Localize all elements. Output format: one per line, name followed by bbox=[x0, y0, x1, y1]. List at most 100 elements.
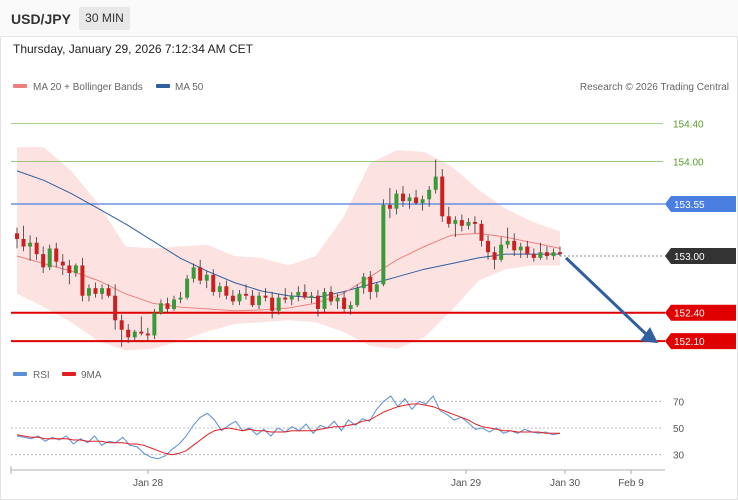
candle bbox=[459, 214, 464, 232]
ma9-legend-swatch bbox=[62, 372, 76, 376]
candle-body bbox=[119, 320, 124, 330]
candle bbox=[73, 263, 78, 277]
candle bbox=[172, 295, 177, 311]
candle bbox=[119, 314, 124, 347]
candle-body bbox=[440, 176, 445, 217]
candle bbox=[433, 159, 438, 194]
candle bbox=[355, 284, 360, 308]
ma50-legend-label: MA 50 bbox=[175, 82, 204, 93]
candle-body bbox=[381, 204, 386, 285]
level-label-152-10: 152.10 bbox=[674, 337, 705, 348]
rsi-legend-swatch bbox=[13, 372, 27, 376]
candle-body bbox=[113, 295, 118, 321]
candle-body bbox=[41, 254, 46, 268]
candle bbox=[289, 291, 294, 306]
candle bbox=[28, 235, 33, 261]
candle-body bbox=[172, 299, 177, 309]
candle bbox=[80, 257, 85, 302]
candle-body bbox=[335, 297, 340, 302]
candle-body bbox=[466, 221, 471, 226]
candle bbox=[191, 263, 196, 283]
candle bbox=[263, 288, 268, 302]
candle bbox=[531, 248, 536, 262]
candle-body bbox=[472, 221, 477, 224]
forecast-arrow-layer bbox=[564, 256, 658, 344]
candle-body bbox=[453, 220, 458, 224]
candle bbox=[86, 284, 91, 302]
candle bbox=[139, 316, 144, 336]
rsi-panel: 70 50 30 bbox=[11, 395, 685, 462]
level-tag-152-40 bbox=[665, 304, 736, 321]
candle-body bbox=[132, 331, 137, 338]
candle bbox=[302, 284, 307, 300]
candle-body bbox=[54, 248, 59, 262]
symbol-title: USD/JPY bbox=[11, 11, 71, 27]
candle bbox=[387, 187, 392, 219]
candle-body bbox=[211, 274, 216, 292]
level-label-153-00: 153.00 bbox=[674, 252, 705, 263]
candle bbox=[466, 218, 471, 230]
chart-datetime: Thursday, January 29, 2026 7:12:34 AM CE… bbox=[13, 42, 253, 56]
candle bbox=[400, 186, 405, 207]
rsi-ma9-line bbox=[16, 403, 560, 456]
candle-body bbox=[178, 297, 183, 300]
candle-body bbox=[558, 252, 562, 255]
chart-header: USD/JPY 30 MIN bbox=[0, 0, 738, 37]
candle bbox=[499, 237, 504, 262]
candle bbox=[446, 206, 451, 228]
candle bbox=[420, 195, 425, 211]
candle-body bbox=[198, 267, 203, 281]
candle-body bbox=[302, 291, 307, 298]
candle bbox=[486, 235, 491, 260]
candle bbox=[178, 291, 183, 304]
candle bbox=[126, 324, 131, 343]
timeframe-badge[interactable]: 30 MIN bbox=[79, 7, 130, 30]
candle bbox=[544, 246, 549, 260]
level-label-153-55: 153.55 bbox=[674, 200, 705, 211]
candle-body bbox=[348, 305, 353, 309]
candle bbox=[204, 271, 209, 289]
candle bbox=[224, 280, 229, 300]
candle bbox=[15, 227, 19, 249]
candle bbox=[276, 293, 281, 315]
price-labels-layer: 154.40 154.00 153.55 153.00 152.40 152.10 bbox=[665, 120, 736, 350]
candle-body bbox=[126, 329, 131, 338]
candle-body bbox=[322, 291, 327, 309]
candle-body bbox=[15, 233, 19, 239]
candle bbox=[270, 291, 275, 319]
candle-body bbox=[446, 216, 451, 224]
candle bbox=[558, 246, 562, 256]
candle bbox=[41, 246, 46, 274]
candle bbox=[472, 216, 477, 234]
candle-body bbox=[60, 261, 65, 266]
candle bbox=[414, 189, 419, 205]
candle bbox=[505, 227, 510, 249]
bollinger-band bbox=[17, 147, 560, 351]
forecast-arrow-shaft bbox=[564, 256, 648, 336]
candle-body bbox=[158, 303, 163, 313]
candle-body bbox=[257, 295, 262, 306]
level-tag-153-00 bbox=[665, 248, 736, 264]
candle bbox=[211, 269, 216, 296]
candle-body bbox=[499, 244, 504, 260]
candle bbox=[165, 297, 170, 313]
candle-body bbox=[28, 242, 33, 247]
candle-body bbox=[276, 297, 281, 311]
candle-body bbox=[250, 295, 255, 306]
candle-body bbox=[433, 176, 438, 190]
candle-body bbox=[486, 240, 491, 253]
candle bbox=[394, 189, 399, 215]
candle-body bbox=[270, 297, 275, 311]
candle bbox=[407, 193, 412, 209]
candle-body bbox=[93, 288, 98, 294]
rsi-tick-70: 70 bbox=[673, 397, 685, 408]
candle bbox=[54, 242, 59, 268]
candle-body bbox=[492, 252, 497, 260]
candle bbox=[250, 290, 255, 308]
candle bbox=[217, 282, 222, 298]
candle-body bbox=[355, 288, 360, 306]
ma20-legend-swatch bbox=[13, 84, 27, 88]
candle-body bbox=[263, 295, 268, 298]
candle-body bbox=[230, 295, 235, 302]
